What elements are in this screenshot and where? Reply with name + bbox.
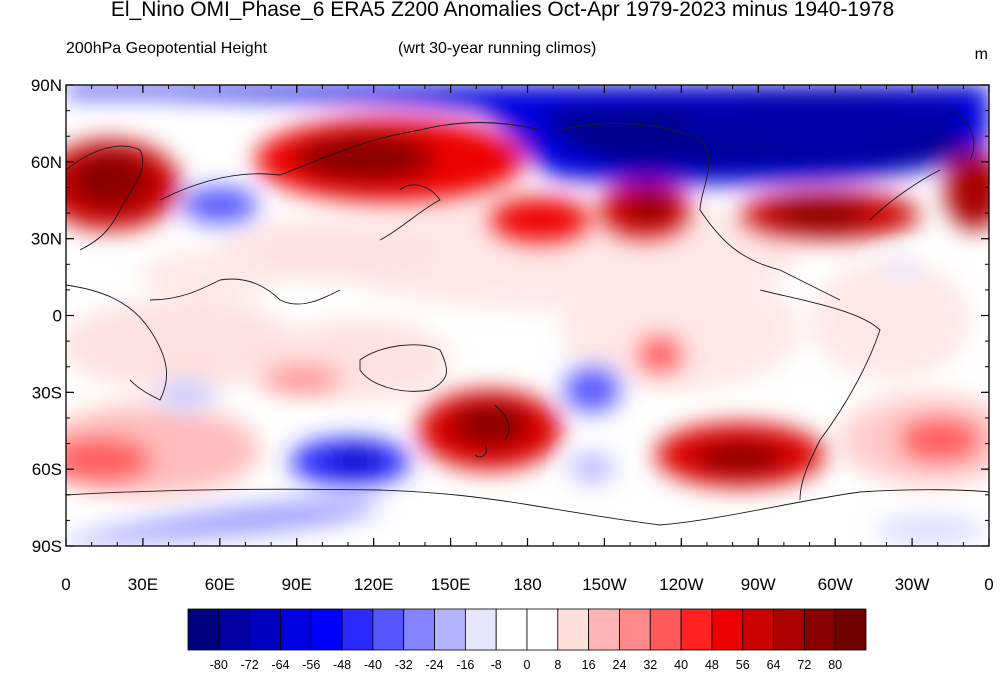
lon-tick-label: 60W bbox=[818, 575, 853, 594]
colorbar-label: -8 bbox=[491, 658, 502, 672]
subtitle-center: (wrt 30-year running climos) bbox=[398, 40, 597, 57]
colorbar-swatch bbox=[588, 608, 620, 651]
lat-tick-label: 30S bbox=[32, 383, 62, 402]
colorbar-swatch bbox=[680, 608, 713, 651]
colorbar-label: 32 bbox=[643, 658, 657, 672]
colorbar-swatch bbox=[526, 608, 559, 651]
colorbar-label: 16 bbox=[582, 658, 596, 672]
lon-tick-label: 150W bbox=[582, 575, 626, 594]
colorbar-label: -16 bbox=[456, 658, 474, 672]
lon-tick-label: 90W bbox=[741, 575, 776, 594]
colorbar: -80 -72 -64 -56 -48 -40 -32 -24 -16 -8 0 8 16 24 32 40 4… bbox=[187, 608, 867, 672]
colorbar-label: -80 bbox=[210, 658, 228, 672]
colorbar-label: -40 bbox=[364, 658, 382, 672]
colorbar-label: 48 bbox=[705, 658, 719, 672]
colorbar-swatch bbox=[557, 608, 590, 651]
colorbar-swatch bbox=[803, 608, 836, 651]
colorbar-label: -56 bbox=[302, 658, 320, 672]
lon-tick-label: 180 bbox=[513, 575, 541, 594]
lat-tick-label: 30N bbox=[31, 230, 62, 249]
lat-tick-label: 60N bbox=[31, 153, 62, 172]
lon-tick-label: 120E bbox=[354, 575, 394, 594]
lon-tick-label: 60E bbox=[205, 575, 235, 594]
colorbar-swatch bbox=[341, 608, 374, 651]
colorbar-swatch bbox=[372, 608, 405, 651]
anomaly-blobs bbox=[66, 85, 989, 545]
colorbar-swatch bbox=[434, 608, 466, 651]
lon-tick-label: 150E bbox=[431, 575, 471, 594]
colorbar-swatch bbox=[218, 608, 251, 651]
lon-tick-label: 0 bbox=[61, 575, 70, 594]
colorbar-label: -24 bbox=[426, 658, 444, 672]
subtitle-left: 200hPa Geopotential Height bbox=[66, 40, 268, 57]
lat-tick-label: 90S bbox=[32, 537, 62, 556]
lat-tick-label: 90N bbox=[31, 76, 62, 95]
chart-title: El_Nino OMI_Phase_6 ERA5 Z200 Anomalies … bbox=[110, 0, 895, 21]
lon-axis: 0 30E 60E 90E 120E 150E 180 150W 120W 90W 60W 30W 0 bbox=[61, 85, 994, 594]
colorbar-swatch bbox=[834, 608, 867, 651]
colorbar-swatch bbox=[187, 608, 220, 651]
lon-tick-label: 30W bbox=[895, 575, 930, 594]
colorbar-label: -64 bbox=[271, 658, 289, 672]
colorbar-swatch bbox=[495, 608, 528, 651]
colorbar-label: 80 bbox=[828, 658, 842, 672]
units-label: m bbox=[974, 46, 988, 63]
colorbar-label: -32 bbox=[395, 658, 413, 672]
coastlines bbox=[66, 109, 989, 526]
colorbar-label: 56 bbox=[736, 658, 750, 672]
colorbar-swatch bbox=[649, 608, 682, 651]
colorbar-swatch bbox=[742, 608, 774, 651]
colorbar-swatch bbox=[773, 608, 805, 651]
colorbar-swatch bbox=[464, 608, 497, 651]
colorbar-label: 40 bbox=[674, 658, 688, 672]
colorbar-swatch bbox=[711, 608, 744, 651]
lat-tick-label: 0 bbox=[53, 307, 62, 326]
colorbar-label: 64 bbox=[767, 658, 781, 672]
colorbar-label: 72 bbox=[797, 658, 811, 672]
lat-axis: 90N 60N 30N 0 30S 60S 90S bbox=[31, 76, 989, 556]
colorbar-swatch bbox=[403, 608, 435, 651]
map-area bbox=[66, 85, 989, 546]
colorbar-label: 8 bbox=[554, 658, 561, 672]
colorbar-label: 0 bbox=[524, 658, 531, 672]
colorbar-label: -48 bbox=[333, 658, 351, 672]
lat-tick-label: 60S bbox=[32, 460, 62, 479]
lon-tick-label: 0 bbox=[984, 575, 993, 594]
lon-tick-label: 120W bbox=[659, 575, 703, 594]
colorbar-swatch bbox=[310, 608, 343, 651]
colorbar-label: -72 bbox=[241, 658, 259, 672]
colorbar-swatch bbox=[280, 608, 312, 651]
colorbar-swatch bbox=[619, 608, 651, 651]
lon-tick-label: 30E bbox=[128, 575, 158, 594]
colorbar-label: 24 bbox=[613, 658, 627, 672]
lon-tick-label: 90E bbox=[282, 575, 312, 594]
colorbar-swatch bbox=[249, 608, 281, 651]
